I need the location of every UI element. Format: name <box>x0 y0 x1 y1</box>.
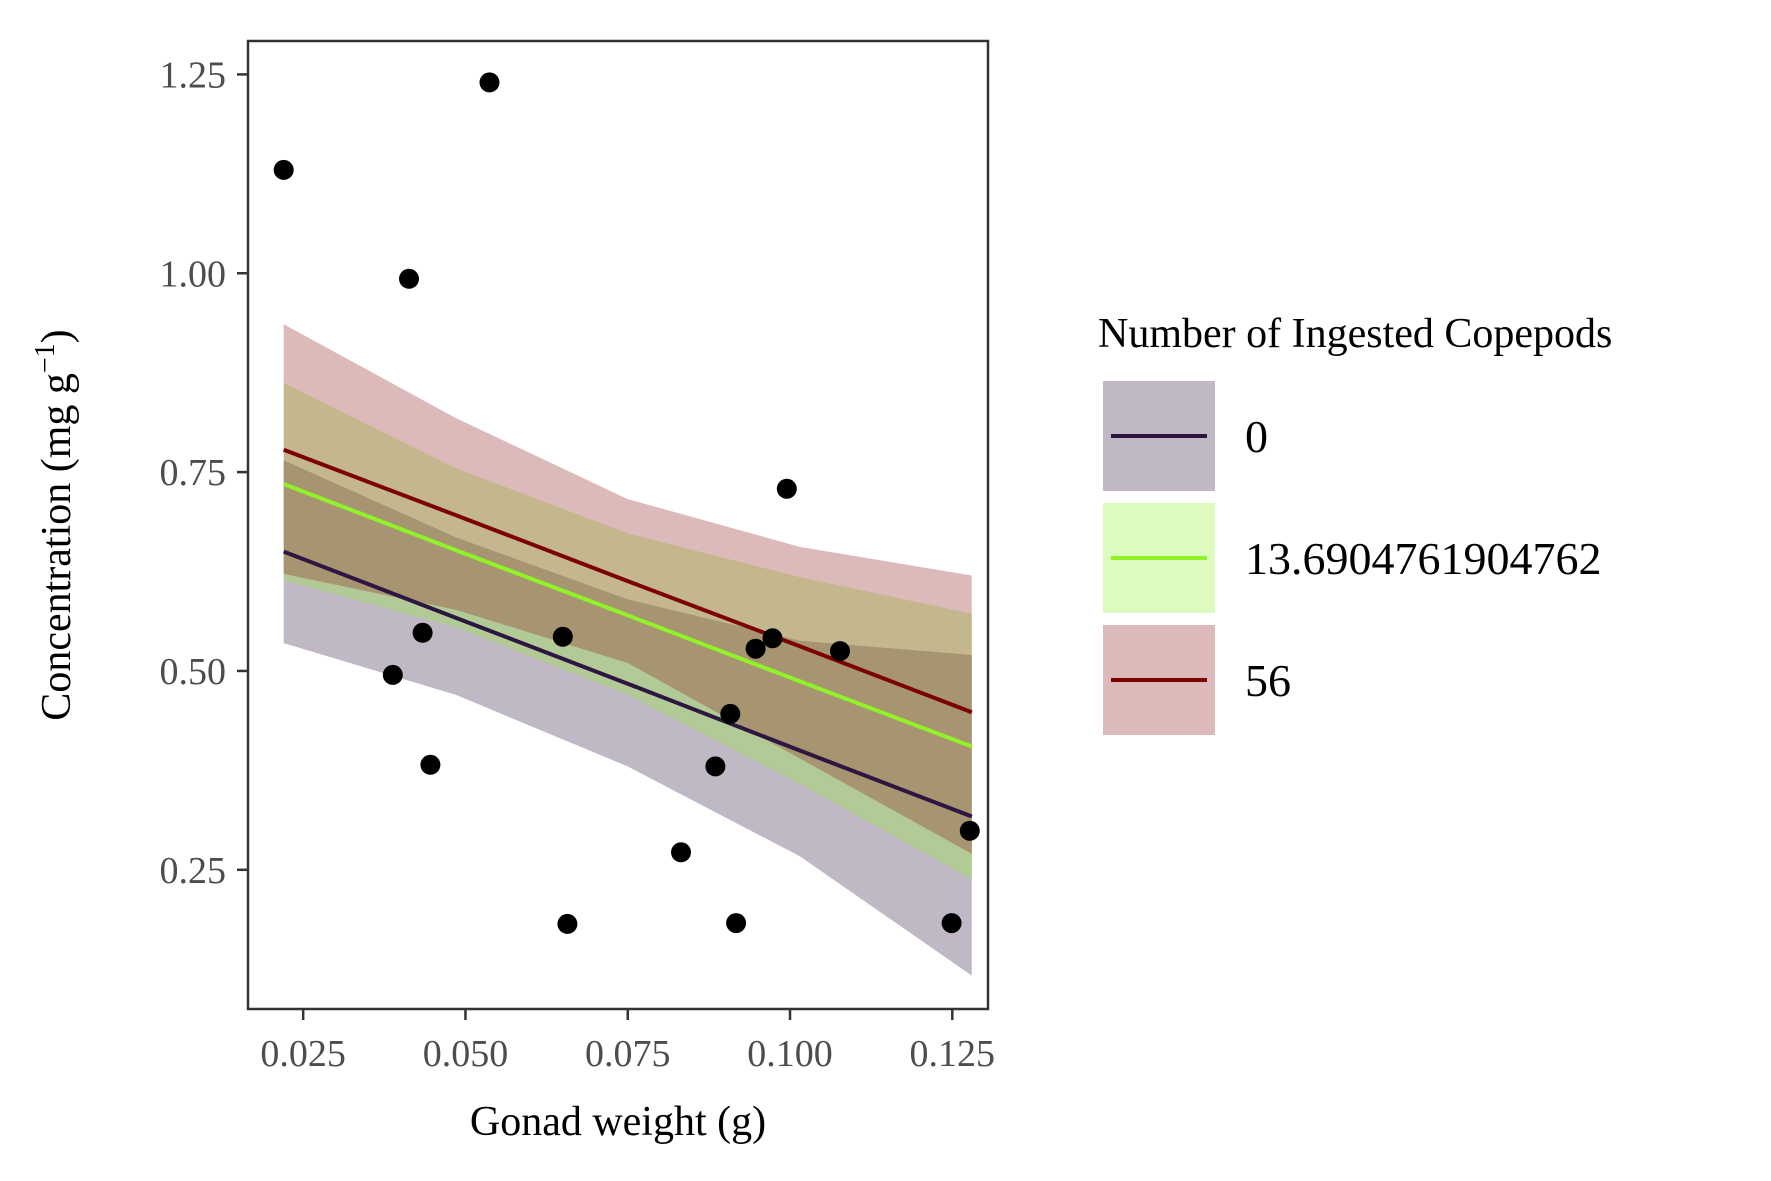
fit-line-0 <box>282 549 973 819</box>
x-tick-label: 0.125 <box>910 1033 996 1075</box>
legend-label-2: 56 <box>1245 655 1291 706</box>
fit-line-2 <box>282 447 973 715</box>
data-point-6 <box>552 626 573 647</box>
data-point-16 <box>941 913 962 934</box>
x-axis-ticks: 0.025 0.050 0.075 0.100 0.125 <box>260 1009 995 1075</box>
y-tick-label: 1.25 <box>160 54 227 96</box>
x-tick-label: 0.100 <box>747 1033 833 1075</box>
x-axis-title: Gonad weight (g) <box>470 1099 766 1145</box>
legend-label-0: 0 <box>1245 411 1268 462</box>
data-point-9 <box>705 756 726 777</box>
confidence-band-1 <box>283 383 972 880</box>
confidence-band-0 <box>283 460 972 976</box>
plot-panel-border <box>246 39 990 1011</box>
confidence-bands <box>283 324 972 976</box>
data-point-11 <box>726 913 747 934</box>
y-axis-title: Concentration (mg g−1) <box>30 329 80 720</box>
data-points <box>273 72 980 934</box>
y-axis-title-superscript: −1 <box>30 343 61 373</box>
data-point-5 <box>420 754 441 775</box>
legend: 0 13.6904761904762 56 <box>1103 381 1602 735</box>
data-point-7 <box>557 913 578 934</box>
data-point-8 <box>671 842 691 863</box>
x-tick-label: 0.050 <box>423 1033 509 1075</box>
data-point-2 <box>479 72 500 93</box>
data-point-4 <box>412 622 433 643</box>
fit-line-1 <box>282 482 973 749</box>
confidence-band-2 <box>283 324 972 854</box>
data-point-1 <box>399 268 419 289</box>
x-tick-label: 0.075 <box>585 1033 671 1075</box>
y-axis-title-close: ) <box>34 329 80 343</box>
data-point-13 <box>762 628 783 649</box>
fit-lines <box>282 447 973 819</box>
data-point-0 <box>273 159 294 180</box>
y-tick-label: 0.50 <box>160 651 227 693</box>
y-axis-title-main: Concentration (mg g <box>34 373 80 721</box>
y-axis-ticks: 0.25 0.50 0.75 1.00 1.25 <box>160 54 248 892</box>
legend-title: Number of Ingested Copepods <box>1098 311 1612 357</box>
y-tick-label: 0.75 <box>160 452 227 494</box>
x-tick-label: 0.025 <box>260 1033 346 1075</box>
y-tick-label: 0.25 <box>160 850 227 892</box>
y-tick-label: 1.00 <box>160 253 227 295</box>
data-point-10 <box>720 703 741 724</box>
data-point-17 <box>959 820 980 841</box>
data-point-12 <box>745 638 766 659</box>
legend-label-1: 13.6904761904762 <box>1245 533 1602 584</box>
data-point-15 <box>830 641 850 662</box>
data-point-3 <box>382 664 403 685</box>
data-point-14 <box>776 478 797 499</box>
